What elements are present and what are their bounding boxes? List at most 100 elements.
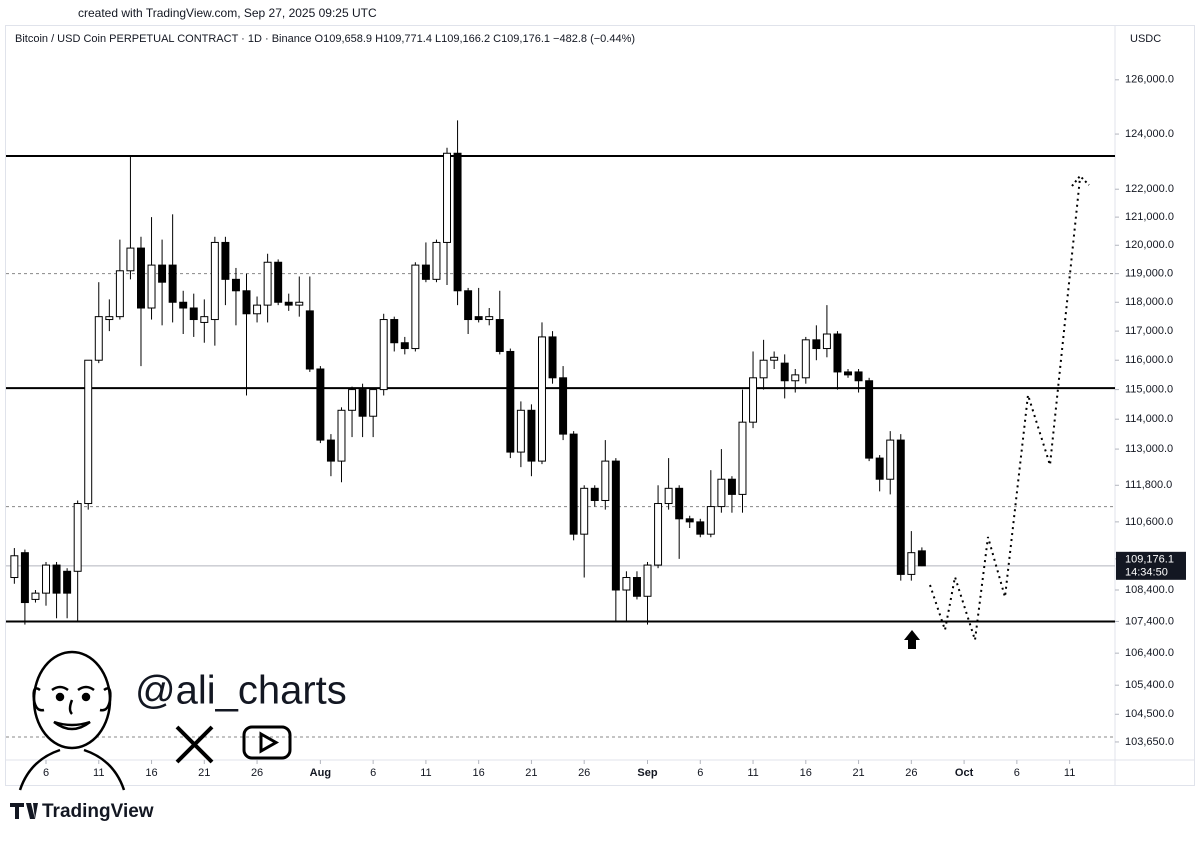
projection-arrowhead — [1071, 174, 1090, 187]
y-tick-label: 117,000.0 — [1125, 325, 1173, 337]
candle-body — [780, 362, 789, 382]
y-tick-label: 118,000.0 — [1125, 296, 1173, 308]
y-tick-label: 111,800.0 — [1125, 479, 1172, 491]
y-tick-label: 121,000.0 — [1125, 211, 1174, 223]
candle-body — [516, 409, 525, 453]
candle-body — [875, 457, 884, 480]
candle-body — [337, 409, 346, 462]
candle-body — [654, 503, 663, 566]
candle-body — [886, 439, 895, 480]
last-price-box: 109,176.114:34:50 — [1116, 551, 1186, 580]
y-tick-label: 114,000.0 — [1125, 413, 1173, 425]
y-tick-label: 124,000.0 — [1125, 128, 1174, 140]
watermark: @ali_charts — [135, 669, 347, 713]
candle-body — [770, 356, 779, 361]
candle-body — [664, 487, 673, 505]
brand-logo — [10, 803, 38, 819]
candle-body — [601, 460, 610, 501]
y-tick-label: 104,500.0 — [1125, 708, 1174, 720]
candle-body — [369, 389, 378, 417]
y-tick-label: 120,000.0 — [1125, 239, 1174, 251]
candle-body — [105, 316, 114, 321]
candle-body — [696, 521, 705, 535]
x-tick-label: Sep — [637, 767, 657, 779]
candle-body — [917, 550, 926, 567]
y-tick-label: 107,400.0 — [1125, 615, 1174, 627]
candle-body — [390, 319, 399, 344]
candle-body — [411, 264, 420, 350]
candle-body — [706, 506, 715, 535]
candle-body — [844, 371, 852, 376]
candle-body — [168, 264, 177, 303]
x-tick-label: 16 — [145, 767, 157, 779]
candle-body — [717, 478, 726, 508]
candle-body — [52, 564, 61, 594]
candle-body — [791, 374, 800, 382]
candle-body — [685, 518, 694, 523]
y-tick-label: 122,000.0 — [1125, 183, 1174, 195]
youtube-icon — [242, 725, 292, 760]
candle-body — [400, 342, 409, 350]
candle-body — [84, 359, 93, 505]
candle-body — [10, 555, 19, 579]
candle-body — [274, 261, 283, 303]
y-tick-label: 108,400.0 — [1125, 584, 1174, 596]
candle-body — [147, 264, 156, 309]
candle-body — [179, 301, 188, 309]
y-tick-label: 106,400.0 — [1125, 647, 1174, 659]
candle-body — [527, 409, 536, 462]
x-tick-label: 26 — [251, 767, 263, 779]
x-tick-label: 16 — [473, 767, 485, 779]
candle-body — [348, 389, 357, 411]
candle-body — [189, 307, 198, 321]
x-tick-label: 11 — [93, 767, 104, 779]
projection-path — [929, 177, 1081, 641]
x-tick-label: 26 — [905, 767, 917, 779]
candle-body — [316, 368, 325, 441]
candle-body — [611, 460, 620, 591]
candle-body — [284, 301, 293, 306]
y-axis-label: USDC — [1130, 33, 1161, 45]
candle-body — [221, 241, 230, 280]
candle-body — [822, 333, 831, 350]
candle-body — [632, 577, 641, 597]
x-tick-label: 21 — [198, 767, 210, 779]
candle-body — [749, 377, 758, 423]
x-tick-label: 6 — [1014, 767, 1020, 779]
candle-body — [295, 301, 304, 306]
candle-body — [73, 503, 82, 572]
x-tick-label: 26 — [578, 767, 590, 779]
candle-body — [474, 316, 483, 321]
candle-body — [63, 570, 72, 594]
candle-body — [590, 487, 599, 501]
candle-body — [896, 439, 905, 575]
plot — [6, 79, 1119, 764]
x-tick-label: 6 — [697, 767, 703, 779]
candle-body — [738, 421, 747, 495]
x-tick-label: 11 — [420, 767, 431, 779]
x-tick-label: 11 — [1064, 767, 1075, 779]
candle-body — [464, 290, 473, 321]
avatar — [18, 650, 126, 791]
x-tick-label: 11 — [747, 767, 758, 779]
candle-body — [495, 319, 504, 352]
candle-body — [305, 310, 314, 370]
x-tick-label: Aug — [310, 767, 331, 779]
candle-body — [94, 316, 103, 361]
candle-body — [115, 270, 124, 318]
x-tick-label: 6 — [370, 767, 376, 779]
last-price-bg — [1116, 551, 1186, 580]
candle-body — [485, 316, 494, 321]
candle-body — [158, 264, 167, 283]
candle-body — [42, 564, 50, 594]
candle-body — [907, 552, 916, 575]
y-tick-label: 105,400.0 — [1125, 679, 1174, 691]
candle-body — [20, 552, 29, 604]
candle-body — [242, 290, 251, 315]
candle-body — [643, 564, 652, 597]
candle-body — [453, 152, 462, 292]
candle-body — [854, 371, 863, 382]
x-tick-label: 6 — [43, 767, 49, 779]
candle-body — [569, 433, 578, 535]
